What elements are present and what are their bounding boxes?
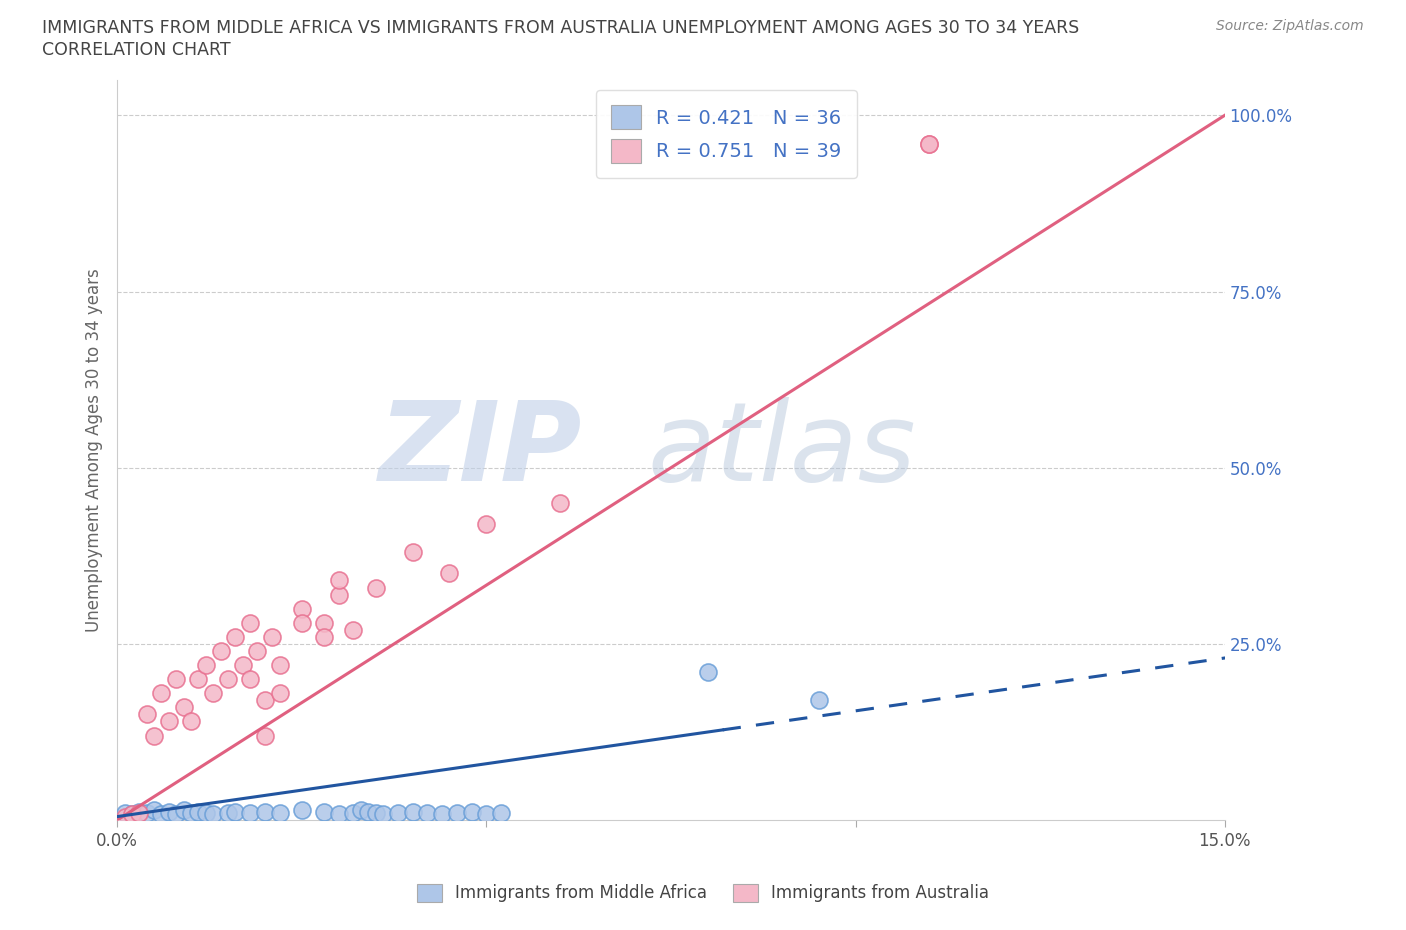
Point (364, 580, 387, 595)
Point (114, 809, 136, 824)
Point (128, 804, 150, 819)
Point (269, 805, 291, 820)
Point (312, 616, 335, 631)
Point (239, 616, 262, 631)
Legend: Immigrants from Middle Africa, Immigrants from Australia: Immigrants from Middle Africa, Immigrant… (408, 873, 998, 912)
Point (173, 802, 195, 817)
Text: CORRELATION CHART: CORRELATION CHART (42, 41, 231, 59)
Point (157, 804, 180, 819)
Point (350, 802, 373, 817)
Point (114, 805, 136, 820)
Point (128, 805, 150, 820)
Point (357, 804, 380, 819)
Point (328, 587, 350, 602)
Point (328, 807, 350, 822)
Point (328, 573, 350, 588)
Point (165, 671, 187, 686)
Text: ZIP: ZIP (378, 396, 582, 504)
Point (312, 804, 335, 819)
Point (401, 804, 423, 819)
Point (165, 806, 187, 821)
Point (150, 685, 173, 700)
Point (180, 714, 202, 729)
Point (180, 805, 202, 820)
Point (918, 136, 941, 151)
Point (475, 517, 498, 532)
Point (446, 805, 468, 820)
Point (150, 807, 173, 822)
Point (135, 805, 157, 820)
Point (157, 714, 180, 729)
Point (918, 136, 941, 151)
Text: IMMIGRANTS FROM MIDDLE AFRICA VS IMMIGRANTS FROM AUSTRALIA UNEMPLOYMENT AMONG AG: IMMIGRANTS FROM MIDDLE AFRICA VS IMMIGRA… (42, 19, 1080, 36)
Point (143, 802, 166, 817)
Point (475, 807, 498, 822)
Point (173, 700, 195, 715)
Point (239, 671, 262, 686)
Point (187, 671, 209, 686)
Point (364, 805, 387, 820)
Point (696, 665, 718, 680)
Point (246, 644, 269, 658)
Point (342, 622, 364, 637)
Point (253, 728, 276, 743)
Point (224, 804, 246, 819)
Point (269, 685, 291, 700)
Legend: R = 0.421   N = 36, R = 0.751   N = 39: R = 0.421 N = 36, R = 0.751 N = 39 (596, 90, 856, 179)
Point (439, 566, 461, 581)
Point (807, 693, 830, 708)
Point (269, 658, 291, 672)
Text: atlas: atlas (647, 396, 917, 504)
Point (202, 685, 225, 700)
Point (416, 805, 439, 820)
Point (194, 658, 217, 672)
Point (187, 804, 209, 819)
Point (135, 707, 157, 722)
Point (209, 644, 232, 658)
Point (291, 616, 314, 631)
Y-axis label: Unemployment Among Ages 30 to 34 years: Unemployment Among Ages 30 to 34 years (86, 268, 103, 632)
Point (253, 693, 276, 708)
Point (291, 601, 314, 616)
Point (291, 802, 314, 817)
Point (489, 805, 512, 820)
Point (387, 805, 409, 820)
Point (217, 805, 239, 820)
Point (401, 545, 423, 560)
Point (194, 805, 217, 820)
Point (312, 630, 335, 644)
Point (430, 807, 453, 822)
Point (548, 496, 571, 511)
Point (262, 630, 284, 644)
Point (121, 807, 143, 822)
Point (253, 804, 276, 819)
Point (217, 671, 239, 686)
Point (239, 805, 262, 820)
Text: Source: ZipAtlas.com: Source: ZipAtlas.com (1216, 19, 1364, 33)
Point (224, 630, 246, 644)
Point (371, 807, 394, 822)
Point (202, 807, 225, 822)
Point (460, 804, 482, 819)
Point (143, 728, 166, 743)
Point (232, 658, 254, 672)
Point (121, 807, 143, 822)
Point (342, 805, 364, 820)
